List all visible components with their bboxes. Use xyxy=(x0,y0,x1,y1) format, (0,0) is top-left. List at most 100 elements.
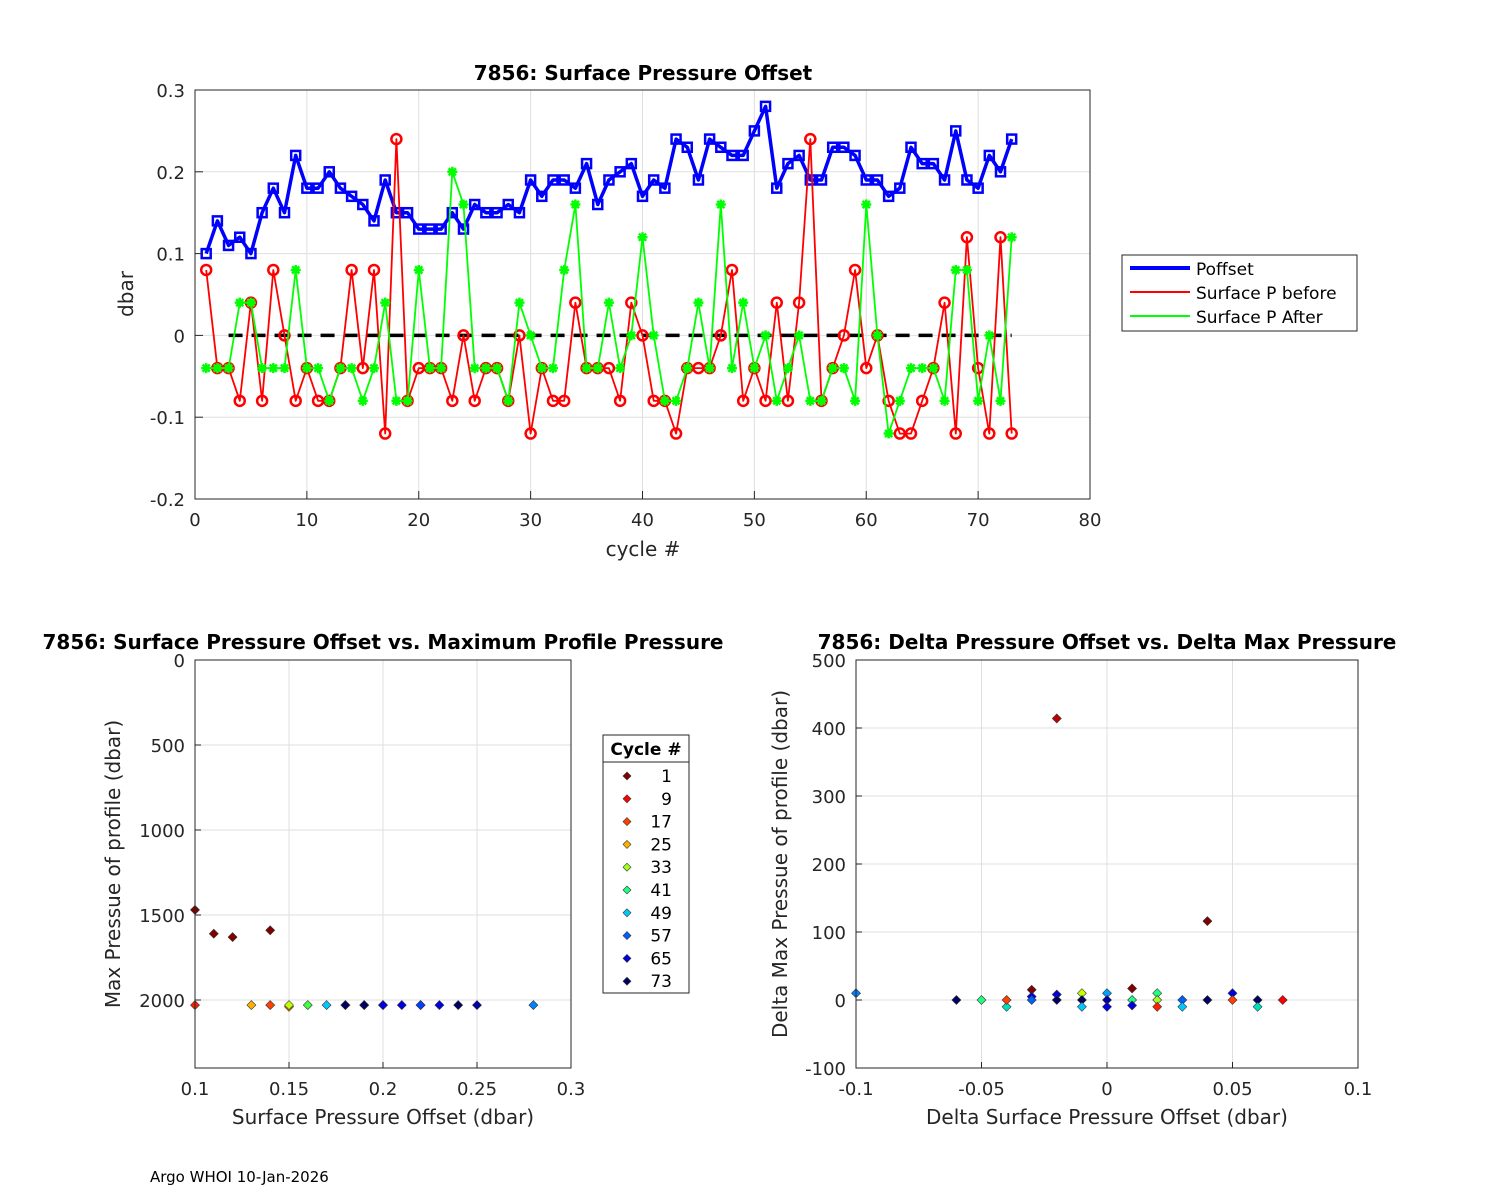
marker-surface-p-before-28 xyxy=(513,329,526,342)
marker-surface-p-before-67 xyxy=(949,427,962,440)
marker-poffset-23 xyxy=(457,223,470,235)
y-axis-label-bottom-left: Max Pressue of profile (dbar) xyxy=(101,720,125,1008)
data-point-18 xyxy=(1127,983,1138,994)
marker-surface-p-before-32 xyxy=(557,394,571,408)
marker-surface-p-before-3 xyxy=(233,394,246,408)
x-tick-label-1: -0.05 xyxy=(958,1079,1005,1100)
marker-surface-p-after-64 xyxy=(917,363,928,374)
marker-surface-p-after-1 xyxy=(212,363,223,374)
marker-surface-p-after-26 xyxy=(492,363,503,374)
legend-label-cycle-65: 65 xyxy=(650,949,672,969)
y-axis-label-top: dbar xyxy=(114,270,138,317)
marker-poffset-70 xyxy=(983,149,996,162)
legend-marker-cycle-25 xyxy=(622,839,632,849)
y-tick-label-2: 1000 xyxy=(139,821,185,842)
marker-surface-p-after-69 xyxy=(973,395,984,406)
data-point-20 xyxy=(434,1000,445,1011)
x-tick-label-0: 0.1 xyxy=(181,1079,210,1100)
marker-surface-p-after-20 xyxy=(424,363,435,374)
marker-surface-p-after-68 xyxy=(961,264,972,275)
y-ticks-bottom-right: -100 0 100 200 300 400 500 xyxy=(805,651,862,1080)
marker-surface-p-before-52 xyxy=(781,394,795,408)
marker-poffset-39 xyxy=(636,190,649,203)
marker-surface-p-after-5 xyxy=(257,363,268,374)
data-point-16 xyxy=(378,1000,388,1011)
marker-surface-p-before-39 xyxy=(636,329,649,342)
marker-surface-p-before-54 xyxy=(804,132,817,146)
marker-poffset-28 xyxy=(513,206,526,219)
x-ticks-bottom-right: -0.1 -0.05 0 0.05 0.1 xyxy=(838,1062,1372,1100)
marker-surface-p-after-25 xyxy=(480,363,491,374)
marker-poffset-32 xyxy=(558,174,570,186)
marker-poffset-30 xyxy=(536,190,548,203)
y-tick-label-0: -0.2 xyxy=(150,490,185,511)
data-point-4 xyxy=(976,995,987,1005)
marker-poffset-17 xyxy=(390,206,403,219)
marker-surface-p-before-46 xyxy=(714,329,728,342)
marker-poffset-4 xyxy=(245,247,257,260)
marker-poffset-71 xyxy=(994,166,1007,178)
y-tick-label-0: -100 xyxy=(805,1059,846,1080)
legend-title-cycle: Cycle # xyxy=(610,740,681,760)
y-tick-label-4: 2000 xyxy=(139,991,185,1012)
marker-surface-p-before-36 xyxy=(602,361,616,375)
marker-surface-p-after-46 xyxy=(715,199,726,210)
x-tick-label-2: 0 xyxy=(1101,1079,1112,1100)
y-tick-label-3: 1500 xyxy=(139,906,185,927)
marker-surface-p-after-18 xyxy=(402,395,413,406)
x-tick-label-0: -0.1 xyxy=(838,1079,873,1100)
legend-label-cycle-17: 17 xyxy=(650,813,672,833)
marker-surface-p-before-53 xyxy=(792,296,806,309)
y-tick-label-5: 400 xyxy=(812,719,846,740)
marker-surface-p-before-13 xyxy=(345,263,358,277)
marker-poffset-11 xyxy=(323,166,335,178)
marker-surface-p-before-8 xyxy=(289,394,302,408)
marker-surface-p-after-60 xyxy=(872,330,883,341)
data-point-30 xyxy=(1252,1001,1263,1012)
legend-label-cycle-57: 57 xyxy=(650,927,672,947)
marker-poffset-9 xyxy=(301,182,313,194)
marker-surface-p-after-62 xyxy=(894,395,905,406)
marker-surface-p-after-52 xyxy=(782,363,793,374)
marker-poffset-45 xyxy=(703,133,716,145)
marker-surface-p-after-16 xyxy=(380,297,391,308)
marker-poffset-72 xyxy=(1005,133,1018,145)
marker-surface-p-before-33 xyxy=(569,296,582,309)
data-point-2 xyxy=(227,932,238,943)
y-tick-label-4: 0.2 xyxy=(156,163,185,184)
data-point-9 xyxy=(1026,995,1037,1005)
marker-surface-p-before-66 xyxy=(938,296,951,309)
marker-surface-p-after-27 xyxy=(503,395,514,406)
x-axis-label-bottom-right: Delta Surface Pressure Offset (dbar) xyxy=(926,1105,1288,1129)
legend-label-surface-p-before: Surface P before xyxy=(1196,284,1337,304)
marker-surface-p-before-23 xyxy=(457,329,470,342)
x-tick-label-3: 0.05 xyxy=(1212,1079,1252,1100)
marker-surface-p-before-16 xyxy=(378,427,392,440)
y-tick-label-1: 0 xyxy=(835,991,846,1012)
x-tick-label-5: 50 xyxy=(743,510,766,531)
y-tick-label-3: 0.1 xyxy=(156,245,185,266)
marker-surface-p-before-22 xyxy=(446,394,459,408)
y-tick-label-2: 100 xyxy=(812,923,846,944)
marker-poffset-47 xyxy=(726,149,738,162)
marker-surface-p-after-4 xyxy=(245,297,256,308)
marker-surface-p-after-55 xyxy=(816,395,827,406)
marker-poffset-68 xyxy=(961,174,973,186)
marker-poffset-27 xyxy=(502,198,514,211)
marker-poffset-52 xyxy=(782,157,794,170)
marker-surface-p-before-29 xyxy=(524,427,537,440)
marker-poffset-62 xyxy=(894,182,906,194)
legend-marker-cycle-65 xyxy=(622,953,632,963)
marker-surface-p-before-72 xyxy=(1005,427,1018,440)
chart-offset-vs-max-pressure: 0.1 0.15 0.2 0.25 0.3 0 500 1000 1500 2000 7856:… xyxy=(43,630,724,1129)
marker-poffset-7 xyxy=(278,206,291,219)
marker-surface-p-after-31 xyxy=(548,363,558,374)
data-point-14 xyxy=(1076,1001,1087,1012)
marker-surface-p-before-47 xyxy=(725,263,739,277)
data-point-11 xyxy=(1051,995,1062,1005)
x-tick-label-2: 0.2 xyxy=(369,1079,398,1100)
marker-poffset-60 xyxy=(871,174,884,186)
marker-surface-p-after-3 xyxy=(234,297,245,308)
footer-text: Argo WHOI 10-Jan-2026 xyxy=(150,1168,329,1186)
x-tick-label-1: 0.15 xyxy=(269,1079,309,1100)
